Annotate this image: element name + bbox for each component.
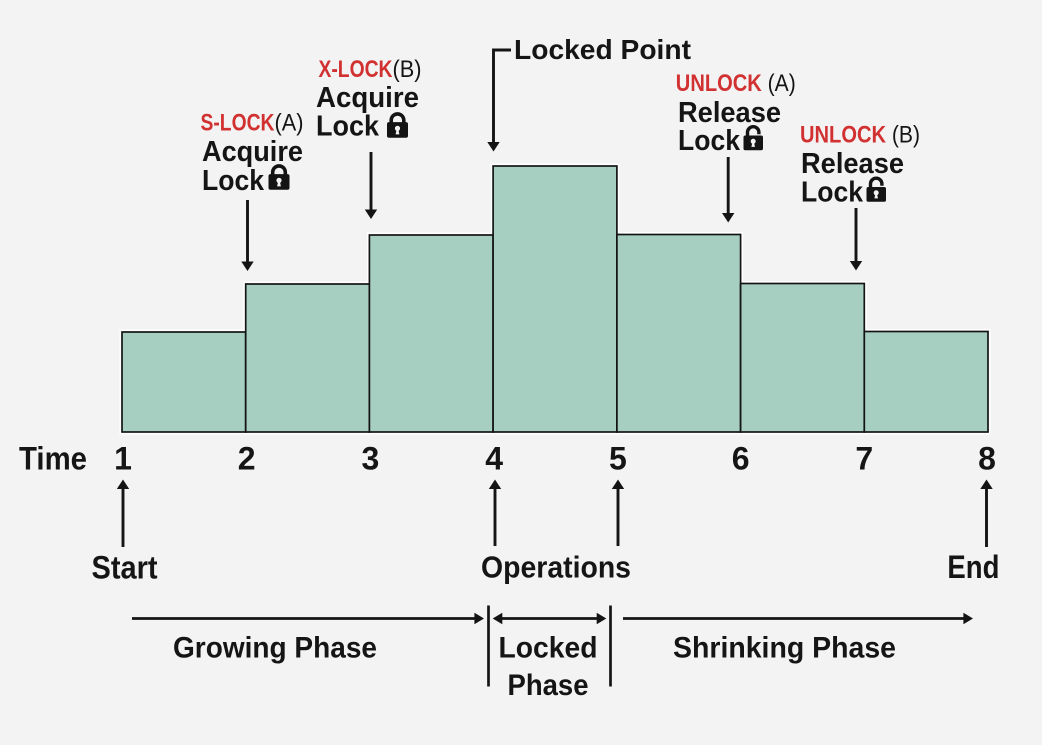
- svg-text:Lock: Lock: [316, 111, 380, 143]
- svg-text:UNLOCK (A): UNLOCK (A): [676, 70, 796, 97]
- svg-text:Operations: Operations: [481, 550, 631, 585]
- svg-text:Time: Time: [19, 441, 87, 477]
- svg-text:Start: Start: [92, 550, 158, 586]
- svg-text:Shrinking Phase: Shrinking Phase: [673, 632, 896, 665]
- svg-text:3: 3: [362, 441, 380, 477]
- svg-text:Lock: Lock: [678, 125, 741, 157]
- svg-text:7: 7: [855, 441, 873, 477]
- svg-text:Locked Point: Locked Point: [514, 34, 691, 65]
- svg-text:Growing Phase: Growing Phase: [173, 632, 377, 665]
- svg-text:1: 1: [114, 441, 132, 477]
- svg-text:Release: Release: [678, 97, 781, 129]
- svg-text:Phase: Phase: [508, 669, 589, 702]
- svg-text:4: 4: [485, 441, 503, 477]
- svg-text:Acquire: Acquire: [316, 82, 419, 114]
- svg-text:Acquire: Acquire: [202, 136, 303, 168]
- svg-text:Release: Release: [801, 148, 904, 180]
- svg-text:S-LOCK(A): S-LOCK(A): [201, 110, 304, 137]
- svg-text:5: 5: [609, 441, 627, 477]
- svg-text:2: 2: [238, 441, 256, 477]
- svg-text:X-LOCK(B): X-LOCK(B): [319, 56, 422, 83]
- svg-text:UNLOCK (B): UNLOCK (B): [800, 122, 920, 149]
- svg-text:6: 6: [732, 441, 750, 477]
- svg-text:Locked: Locked: [499, 632, 598, 665]
- svg-text:End: End: [947, 549, 999, 585]
- svg-text:Lock: Lock: [801, 177, 864, 209]
- svg-text:Lock: Lock: [202, 165, 265, 197]
- svg-text:8: 8: [978, 441, 996, 477]
